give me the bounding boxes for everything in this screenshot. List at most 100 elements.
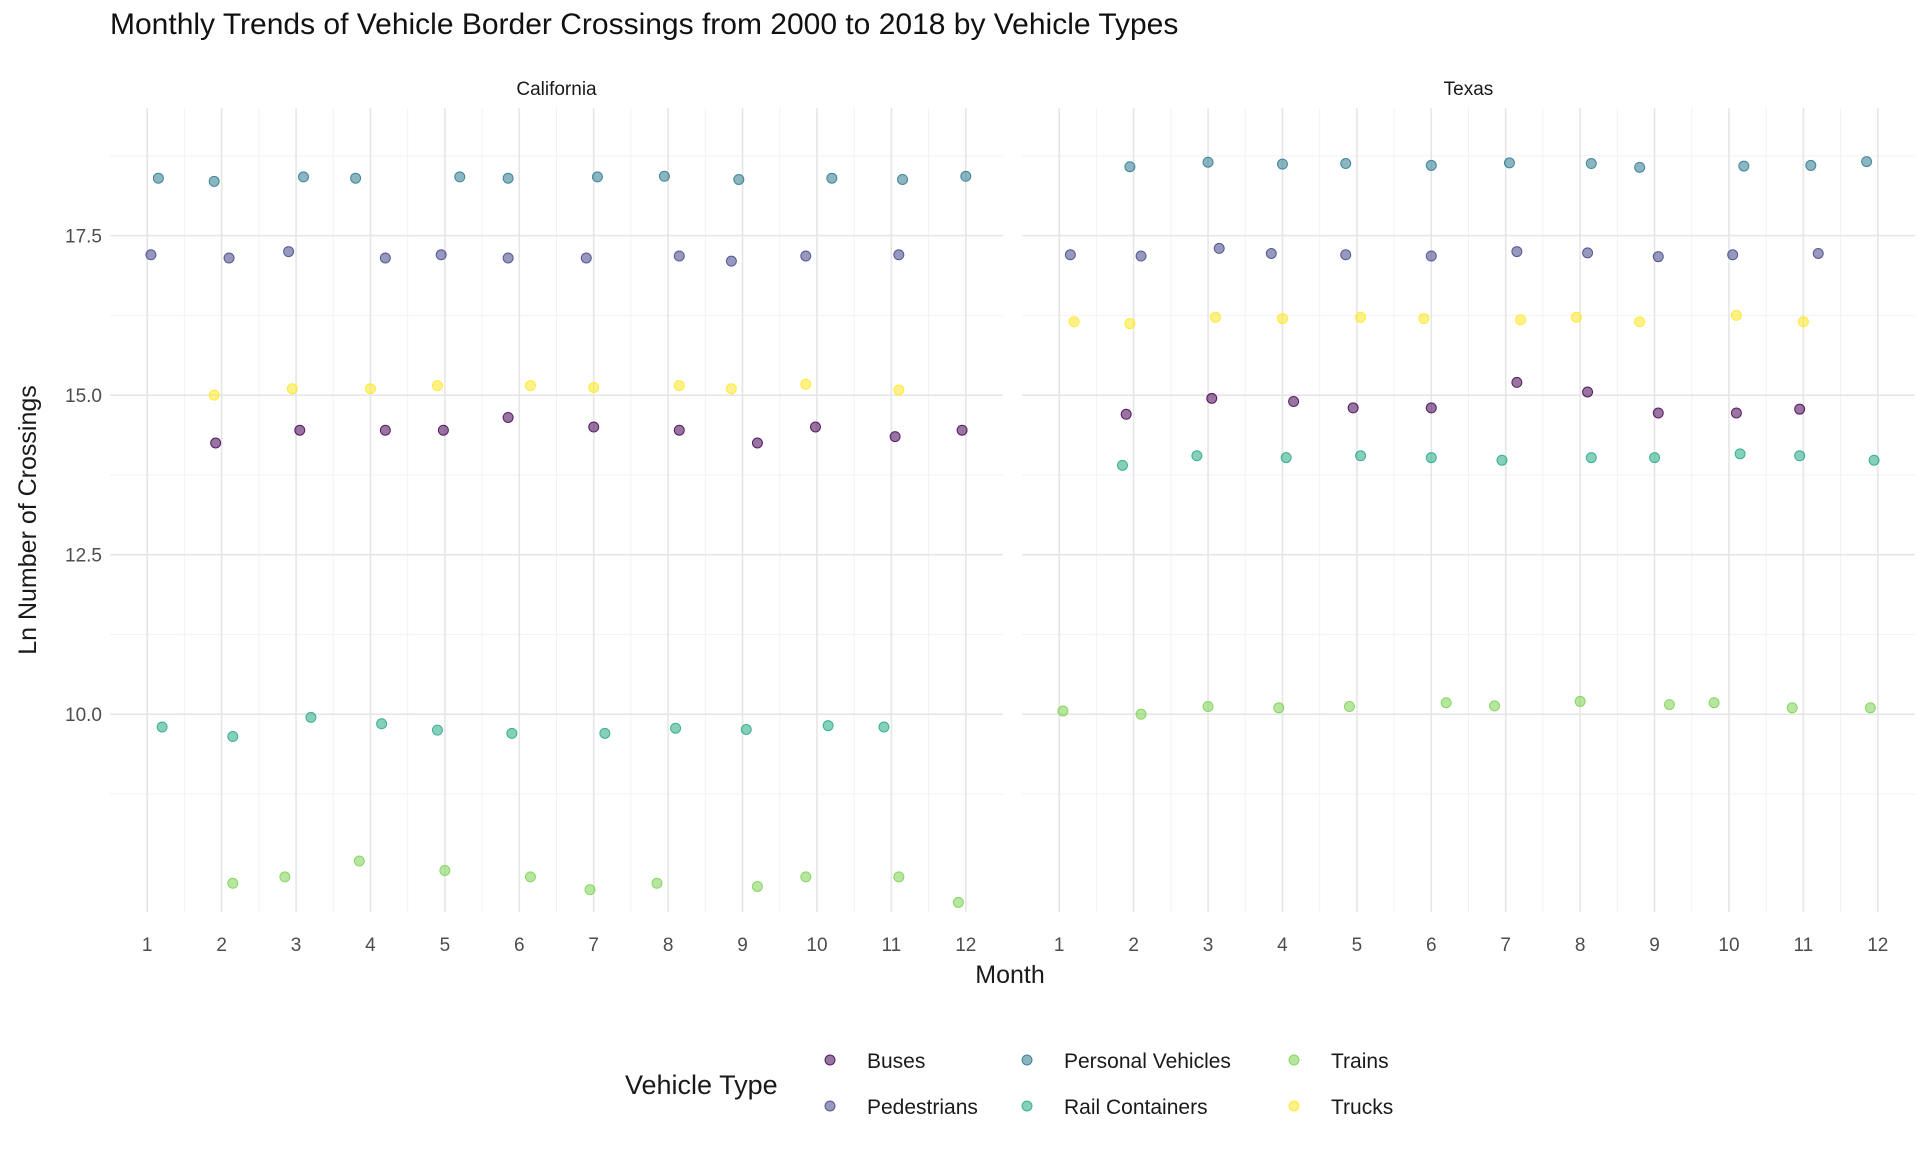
data-point [588,421,600,433]
data-point [800,378,812,390]
data-point [1440,697,1452,709]
data-point [1634,316,1646,328]
legend-key [1021,1054,1033,1066]
data-point [524,871,536,883]
x-tick-label: 5 [440,935,451,956]
legend-key [1021,1100,1033,1112]
data-point [1355,311,1367,323]
y-tick-label: 12.5 [65,546,102,567]
legend-key [1288,1054,1300,1066]
data-point [1340,249,1352,261]
x-tick-label: 10 [806,935,827,956]
series-pedestrians [1064,242,1824,263]
legend-label: Buses [867,1050,925,1073]
legend: Vehicle Type Buses Pedestrians Personal Ve… [625,1050,1393,1119]
x-tick-label: 7 [1500,935,1511,956]
x-tick-label: 1 [1054,935,1065,956]
data-point [353,855,365,867]
legend-item: Personal Vehicles [1021,1050,1231,1073]
data-point [1730,309,1742,321]
data-point [1574,695,1586,707]
data-point [1265,247,1277,259]
x-tick-label: 8 [663,935,674,956]
data-point [208,175,220,187]
data-point [960,170,972,182]
data-point [658,170,670,182]
data-point [1734,448,1746,460]
data-point [1418,313,1430,325]
data-point [376,718,388,730]
data-point [1120,408,1132,420]
data-point [227,877,239,889]
legend-label: Personal Vehicles [1064,1050,1231,1073]
panel-california: 1 2 3 4 5 6 7 8 9 10 11 1210.012.515.017.5Californi… [65,79,1003,956]
data-point [1738,160,1750,172]
data-point [584,884,596,896]
y-tick-label: 17.5 [65,227,102,248]
data-point [1124,161,1136,173]
data-point [1868,454,1880,466]
y-tick-label: 15.0 [65,386,102,407]
x-tick-label: 3 [1203,935,1214,956]
data-point [283,246,295,258]
data-point [1515,314,1527,326]
data-point [439,865,451,877]
panels-group: 1 2 3 4 5 6 7 8 9 10 11 1210.012.515.017.5Californi… [65,79,1915,956]
data-point [591,171,603,183]
data-point [1585,452,1597,464]
data-point [431,380,443,392]
x-tick-label: 4 [1277,935,1288,956]
data-point [1276,313,1288,325]
data-point [286,383,298,395]
legend-item: Trains [1288,1050,1389,1073]
data-point [364,383,376,395]
legend-key [824,1100,836,1112]
data-point [897,173,909,185]
data-point [502,252,514,264]
data-point [1135,250,1147,262]
series-rail-containers [156,711,890,743]
series-rail-containers [1116,448,1880,471]
data-point [1116,459,1128,471]
data-point [1213,242,1225,254]
data-point [1273,702,1285,714]
data-point [1489,700,1501,712]
data-point [454,171,466,183]
data-point [751,880,763,892]
legend-label: Trains [1331,1050,1389,1073]
data-point [1191,450,1203,462]
data-point [1202,701,1214,713]
data-point [1794,450,1806,462]
data-point [893,384,905,396]
series-buses [1120,376,1806,420]
x-tick-label: 6 [1426,935,1437,956]
series-personal-vehicles [152,170,972,187]
data-point [673,424,685,436]
data-point [740,724,752,736]
facet-label-california: California [516,79,597,100]
data-point [1708,697,1720,709]
data-point [1511,246,1523,258]
legend-title: Vehicle Type [625,1070,778,1100]
data-point [1511,376,1523,388]
data-point [1663,699,1675,711]
data-point [1064,249,1076,261]
data-point [889,431,901,443]
x-tick-label: 11 [882,935,902,956]
data-point [210,437,222,449]
data-point [1057,705,1069,717]
data-point [1425,452,1437,464]
x-tick-label: 2 [1128,935,1139,956]
data-point [506,727,518,739]
x-tick-label: 2 [216,935,227,956]
legend-label: Pedestrians [867,1096,978,1119]
data-point [227,731,239,743]
data-point [599,727,611,739]
data-point [893,249,905,261]
data-point [1425,159,1437,171]
x-tick-label: 11 [1794,935,1814,956]
legend-key [1288,1100,1300,1112]
data-point [800,871,812,883]
